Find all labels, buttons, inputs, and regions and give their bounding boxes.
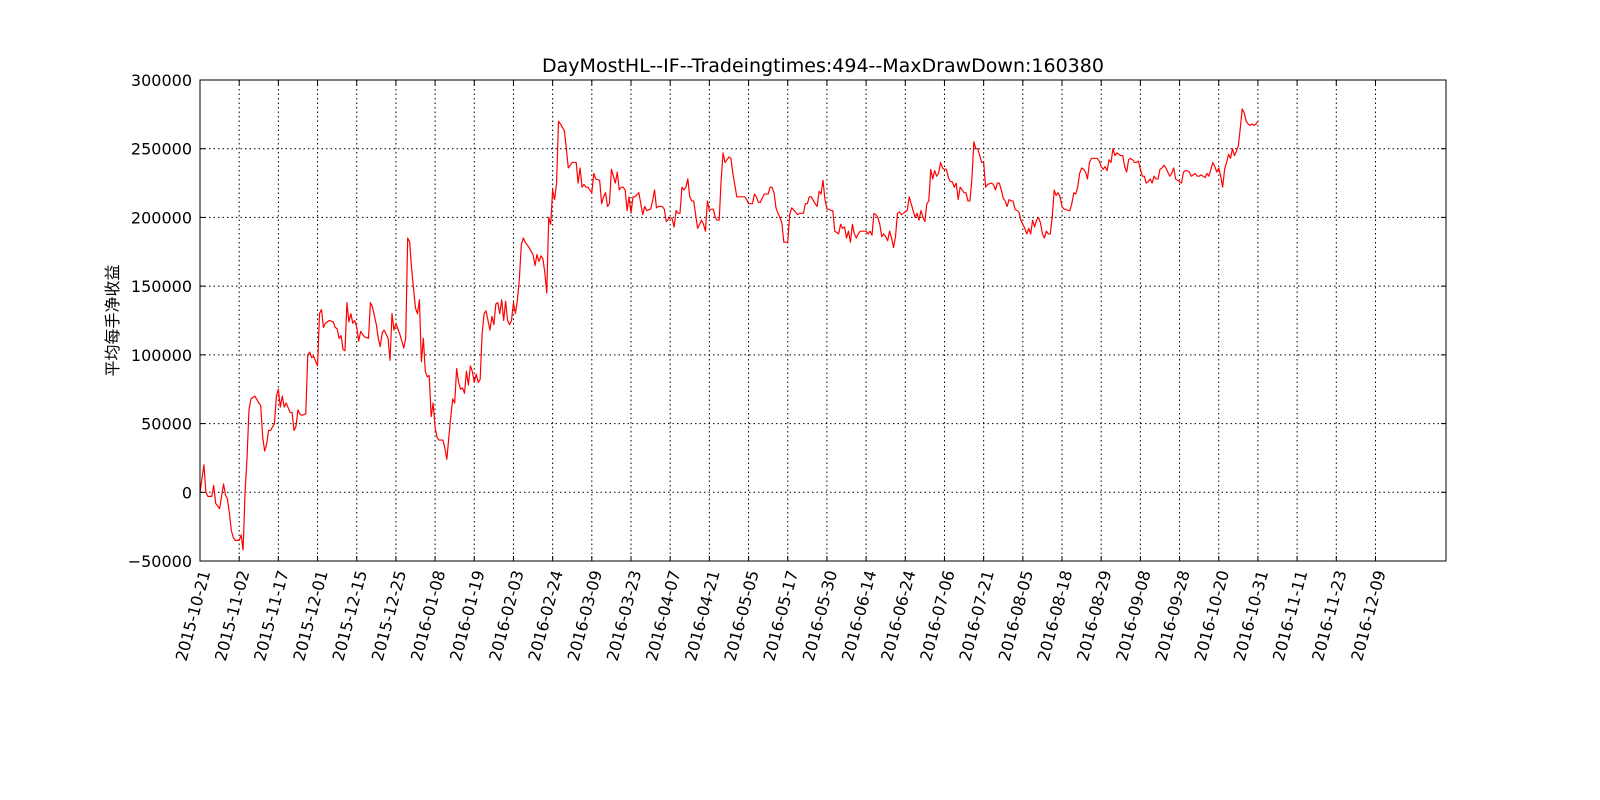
y-tick-label: 200000 xyxy=(131,208,192,227)
y-tick-label: 0 xyxy=(182,483,192,502)
y-axis-label: 平均每手净收益 xyxy=(103,264,122,376)
y-tick-label: 250000 xyxy=(131,140,192,159)
y-tick-label: 100000 xyxy=(131,346,192,365)
chart-title: DayMostHL--IF--Tradeingtimes:494--MaxDra… xyxy=(542,55,1104,77)
y-tick-label: 300000 xyxy=(131,71,192,90)
y-tick-label: −50000 xyxy=(128,552,192,571)
y-tick-label: 150000 xyxy=(131,277,192,296)
y-tick-label: 50000 xyxy=(141,415,192,434)
